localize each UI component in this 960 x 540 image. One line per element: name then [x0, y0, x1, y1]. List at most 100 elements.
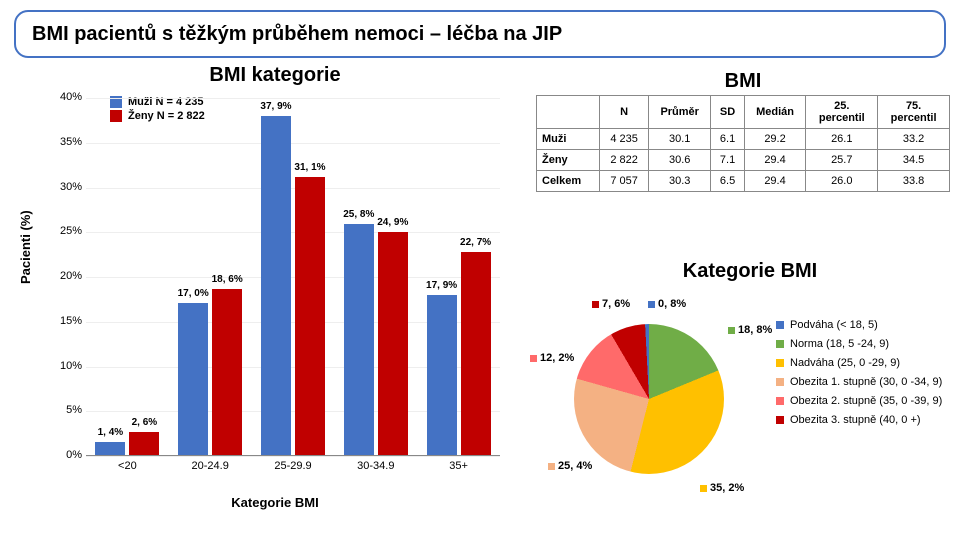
male-bar: 25, 8% [344, 224, 374, 455]
pie-callout: 18, 8% [728, 324, 772, 336]
table-cell: Celkem [537, 171, 600, 192]
pie-callout-swatch [548, 463, 555, 470]
pie-callout-value: 0, 8% [658, 298, 686, 310]
pie-legend-row: Norma (18, 5 -24, 9) [776, 338, 942, 350]
pie-legend-row: Obezita 1. stupně (30, 0 -34, 9) [776, 376, 942, 388]
female-bar: 22, 7% [461, 252, 491, 455]
pie-legend-label: Obezita 2. stupně (35, 0 -39, 9) [790, 395, 942, 407]
pie-legend-row: Nadváha (25, 0 -29, 9) [776, 357, 942, 369]
ytick: 5% [50, 404, 82, 416]
male-bar: 17, 9% [427, 295, 457, 455]
bar-value-label: 22, 7% [454, 237, 498, 248]
bar-value-label: 2, 6% [122, 417, 166, 428]
pie-callout-swatch [648, 301, 655, 308]
pie-callout-swatch [592, 301, 599, 308]
barchart: BMI kategorie Muži N = 4 235 Ženy N = 2 … [30, 64, 520, 510]
barchart-title: BMI kategorie [30, 64, 520, 87]
x-category-label: 30-34.9 [335, 460, 417, 472]
table-cell: Muži [537, 129, 600, 150]
x-category-label: 20-24.9 [169, 460, 251, 472]
bar-value-label: 18, 6% [205, 274, 249, 285]
bar-value-label: 17, 0% [171, 288, 215, 299]
stats-table: NPrůměrSDMedián25.percentil75.percentil … [536, 95, 950, 192]
bar-value-label: 31, 1% [288, 162, 332, 173]
table-cell: 33.2 [878, 129, 950, 150]
table-cell: 25.7 [806, 150, 878, 171]
ytick: 0% [50, 449, 82, 461]
pie-callout-value: 25, 4% [558, 460, 592, 472]
ytick: 35% [50, 136, 82, 148]
female-bar: 2, 6% [129, 432, 159, 455]
male-bar: 1, 4% [95, 442, 125, 455]
table-cell: 29.4 [744, 150, 806, 171]
table-cell: 33.8 [878, 171, 950, 192]
slide-title: BMI pacientů s těžkým průběhem nemoci – … [32, 23, 562, 46]
pie-legend-swatch [776, 378, 784, 386]
bar-value-label: 1, 4% [88, 427, 132, 438]
table-cell: 30.6 [648, 150, 711, 171]
pie-legend-label: Obezita 1. stupně (30, 0 -34, 9) [790, 376, 942, 388]
table-cell: 30.1 [648, 129, 711, 150]
table-cell: 29.4 [744, 171, 806, 192]
pie-callout-swatch [700, 485, 707, 492]
ytick: 40% [50, 91, 82, 103]
table-row: Ženy2 82230.67.129.425.734.5 [537, 150, 950, 171]
bar-value-label: 37, 9% [254, 101, 298, 112]
table-cell: 7.1 [711, 150, 744, 171]
female-bar: 31, 1% [295, 177, 325, 455]
table-cell: 34.5 [878, 150, 950, 171]
table-cell: 26.1 [806, 129, 878, 150]
pie-legend: Podváha (< 18, 5) Norma (18, 5 -24, 9) Nad… [776, 312, 942, 433]
table-header: 25.percentil [806, 96, 878, 129]
pie-legend-label: Obezita 3. stupně (40, 0 +) [790, 414, 921, 426]
x-category-label: 25-29.9 [252, 460, 334, 472]
pie-legend-label: Norma (18, 5 -24, 9) [790, 338, 889, 350]
pie-callout: 0, 8% [648, 298, 686, 310]
pie-legend-label: Nadváha (25, 0 -29, 9) [790, 357, 900, 369]
slide-title-bar: BMI pacientů s těžkým průběhem nemoci – … [14, 10, 946, 58]
stats-table-area: BMI NPrůměrSDMedián25.percentil75.percen… [536, 70, 950, 192]
table-title: BMI [536, 70, 950, 93]
table-header: 75.percentil [878, 96, 950, 129]
x-category-label: 35+ [418, 460, 500, 472]
pie-legend-label: Podváha (< 18, 5) [790, 319, 878, 331]
pie-callout-swatch [530, 355, 537, 362]
pie-area: Kategorie BMI Podváha (< 18, 5)Norma (18… [530, 260, 950, 530]
pie-callout: 35, 2% [700, 482, 744, 494]
pie-callout: 7, 6% [592, 298, 630, 310]
pie-legend-row: Obezita 2. stupně (35, 0 -39, 9) [776, 395, 942, 407]
table-cell: 7 057 [600, 171, 649, 192]
pie-chart [574, 324, 724, 474]
table-cell: 26.0 [806, 171, 878, 192]
pie-legend-swatch [776, 359, 784, 367]
table-cell: Ženy [537, 150, 600, 171]
pie-callout-value: 35, 2% [710, 482, 744, 494]
table-cell: 30.3 [648, 171, 711, 192]
ytick: 10% [50, 360, 82, 372]
male-bar: 17, 0% [178, 303, 208, 455]
bar-value-label: 24, 9% [371, 217, 415, 228]
pie-callout-value: 18, 8% [738, 324, 772, 336]
table-cell: 2 822 [600, 150, 649, 171]
pie-legend-row: Podváha (< 18, 5) [776, 319, 942, 331]
table-cell: 29.2 [744, 129, 806, 150]
ytick: 30% [50, 181, 82, 193]
barchart-plot: 0%5%10%15%20%25%30%35%40%1, 4%2, 6%17, 0… [86, 98, 500, 456]
table-header: N [600, 96, 649, 129]
table-row: Celkem7 05730.36.529.426.033.8 [537, 171, 950, 192]
table-cell: 6.1 [711, 129, 744, 150]
male-bar: 37, 9% [261, 116, 291, 455]
female-bar: 18, 6% [212, 289, 242, 455]
ytick: 15% [50, 315, 82, 327]
barchart-ylabel: Pacienti (%) [18, 210, 33, 284]
table-header: Průměr [648, 96, 711, 129]
female-bar: 24, 9% [378, 232, 408, 455]
pie-wrap [574, 324, 724, 474]
pie-callout-swatch [728, 327, 735, 334]
pie-callout-value: 12, 2% [540, 352, 574, 364]
pie-legend-row: Obezita 3. stupně (40, 0 +) [776, 414, 942, 426]
table-header: SD [711, 96, 744, 129]
ytick: 25% [50, 225, 82, 237]
pie-callout-value: 7, 6% [602, 298, 630, 310]
table-header: Medián [744, 96, 806, 129]
